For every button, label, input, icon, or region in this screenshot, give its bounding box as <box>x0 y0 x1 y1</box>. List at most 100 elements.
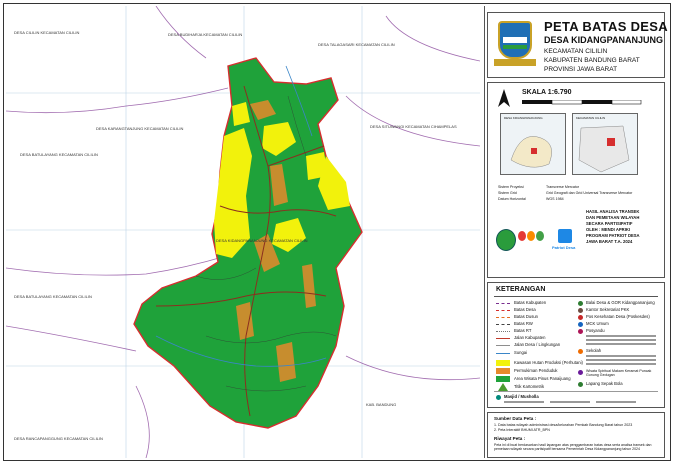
program-line-4: OLEH : MENDI APRIKI <box>586 227 631 232</box>
legend-line-3: Batas RW <box>514 321 533 326</box>
map-canvas[interactable]: DESA CILILIN KECAMATAN CILILIN DESA BUDI… <box>6 6 480 458</box>
legend-point-icon-6 <box>578 370 583 375</box>
legend-point-5: Sekolah <box>586 348 602 353</box>
scale-label: SKALA 1:6.790 <box>522 89 572 96</box>
scale-bar <box>522 100 642 105</box>
title-box: PETA BATAS DESA DESA KIDANGPANANJUNG KEC… <box>487 12 668 78</box>
legend-box: KETERANGAN Batas Kabupaten Batas Desa Ba… <box>487 282 665 408</box>
province-logo-icon <box>496 229 516 251</box>
legend-area-swatch-3 <box>498 383 508 391</box>
kabupaten-name: KABUPATEN BANDUNG BARAT <box>544 57 640 64</box>
program-line-6: JAWA BARAT T.A. 2024 <box>586 239 633 244</box>
sources-box: Sumber Data Peta : 1. Data batas wilayah… <box>487 412 665 458</box>
label-center: DESA KIDANGPANANJUNG KECAMATAN CILILIN <box>216 238 308 243</box>
provinsi-name: PROVINSI JAWA BARAT <box>544 66 618 73</box>
legend-area-2: Area Wisata Pinus Panaijuang <box>514 376 571 381</box>
roads <box>155 85 337 417</box>
proj-val-3: WGS 1984 <box>546 197 564 201</box>
settlement-areas[interactable] <box>236 100 316 382</box>
legend-line-0: Batas Kabupaten <box>514 300 547 305</box>
scale-box: SKALA 1:6.790 DESA KIDANGPANANJUNG KECAM… <box>487 82 665 278</box>
legend-line-4: Batas RT <box>514 328 532 333</box>
kecamatan-name: KECAMATAN CILILIN <box>544 48 608 55</box>
legend-line-swatch-0 <box>496 303 510 304</box>
label-e1: DESA SITUWANGI KECAMATAN CIHAMPELAS <box>370 124 457 129</box>
label-bl: DESA RANCAPANGGUNG KECAMATAN CILILIN <box>14 436 103 441</box>
legend-point-1: Kantor Sekretariat PKK <box>586 307 630 312</box>
legend-point-icon-4 <box>578 329 583 334</box>
posyandu-list <box>586 335 656 337</box>
legend-point-7: Lapang Sepak Bola <box>586 381 623 386</box>
proj-key-3: Datum Horizontal <box>498 197 526 201</box>
mosque-list <box>596 401 636 403</box>
legend-point-2: Pos Kesehatan Desa (Poskesdes) <box>586 314 650 319</box>
mosque-list <box>550 401 590 403</box>
legend-title: KETERANGAN <box>496 286 546 293</box>
legend-area-swatch-1 <box>496 368 510 374</box>
sources-title: Sumber Data Peta : <box>494 416 537 421</box>
forest-areas[interactable] <box>214 102 350 258</box>
legend-line-1: Batas Desa <box>514 307 536 312</box>
patriot-logo-icon <box>518 229 546 249</box>
proj-val-2: Grid Geografi dan Grid Universal Transve… <box>546 191 633 195</box>
legend-line-swatch-3 <box>496 324 510 325</box>
inset-map-village: DESA KIDANGPANANJUNG <box>500 113 566 175</box>
regency-logo-icon <box>498 21 532 59</box>
posyandu-list <box>586 339 656 341</box>
legend-area-swatch-2 <box>496 376 510 382</box>
mosque-title: Masjid / Musholla <box>504 394 539 399</box>
legend-line-swatch-1 <box>496 310 510 311</box>
legend-area-swatch-0 <box>496 360 510 366</box>
label-n1: DESA BUDIHARJA KECAMATAN CILILIN <box>168 32 242 37</box>
rivers <box>155 65 327 367</box>
label-s1: KAB. BANDUNG <box>366 402 396 407</box>
legend-point-icon-3 <box>578 322 583 327</box>
map-sidebar: PETA BATAS DESA DESA KIDANGPANANJUNG KEC… <box>484 6 669 458</box>
legend-line-5: Jalan Kabupaten <box>514 335 546 340</box>
legend-line-swatch-7 <box>496 353 510 354</box>
legend-line-swatch-2 <box>496 317 510 318</box>
label-nw: DESA CILILIN KECAMATAN CILILIN <box>14 30 80 35</box>
program-line-2: DAN PEMETAAN WILAYAH <box>586 215 640 220</box>
village-name: DESA KIDANGPANANJUNG <box>544 35 664 45</box>
proj-val-1: Transverse Mercator <box>546 185 580 189</box>
school-list <box>586 359 656 361</box>
mosque-icon <box>496 395 501 400</box>
label-sw: DESA BATULAYANG KECAMATAN CILILIN <box>14 294 92 299</box>
legend-point-3: MCK Umum <box>586 321 609 326</box>
program-line-3: SECARA PARTISIPATIF <box>586 221 633 226</box>
label-w2: DESA BATULAYANG KECAMATAN CILILIN <box>20 152 98 157</box>
school-list <box>586 363 656 365</box>
legend-point-icon-5 <box>578 349 583 354</box>
legend-point-icon-2 <box>578 315 583 320</box>
legend-line-2: Batas Dusun <box>514 314 538 319</box>
proj-key-2: Sistem Grid <box>498 191 517 195</box>
legend-line-swatch-4 <box>496 331 510 332</box>
legend-point-icon-1 <box>578 308 583 313</box>
program-line-1: HASIL ANALISA TRANSEK <box>586 209 640 214</box>
legend-point-icon-0 <box>578 301 583 306</box>
program-line-5: PROGRAM PATRIOT DESA <box>586 233 640 238</box>
mosque-list <box>504 401 544 403</box>
history-text: Peta ini di buat berdasarkan hasil lapan… <box>494 443 652 452</box>
source-item-2: 2. Peta Interaktif BHUMI ATR_BPN <box>494 428 550 432</box>
north-arrow-icon <box>498 89 510 107</box>
legend-line-swatch-5 <box>496 338 510 339</box>
legend-point-4: Posyandu <box>586 328 605 333</box>
patriot-desa-text: Patriot Desa <box>552 245 576 250</box>
legend-point-icon-7 <box>578 382 583 387</box>
village-area[interactable] <box>133 57 363 429</box>
legend-point-6: Wisata Spiritual Makam Keramat Puncak Gu… <box>586 369 652 378</box>
rt-boundaries <box>195 95 337 392</box>
neighbour-boundaries <box>6 6 480 458</box>
legend-area-1: Permukiman Penduduk <box>514 368 558 373</box>
legend-line-6: Jalan Desa / Lingkungan <box>514 342 561 347</box>
map-frame <box>3 3 671 461</box>
source-item-1: 1. Data batas wilayah administrasi desa/… <box>494 423 633 427</box>
legend-point-0: Balai Desa & GOR Kidangpananjung <box>586 300 655 305</box>
posyandu-list <box>586 343 656 345</box>
label-w1: DESA KARANGTANJUNG KECAMATAN CILILIN <box>96 126 183 131</box>
proj-key-1: Sistem Proyeksi <box>498 185 524 189</box>
legend-area-0: Kawasan Hutan Produksi (Perhutani) <box>514 360 583 365</box>
history-title: Riwayat Peta : <box>494 436 526 441</box>
